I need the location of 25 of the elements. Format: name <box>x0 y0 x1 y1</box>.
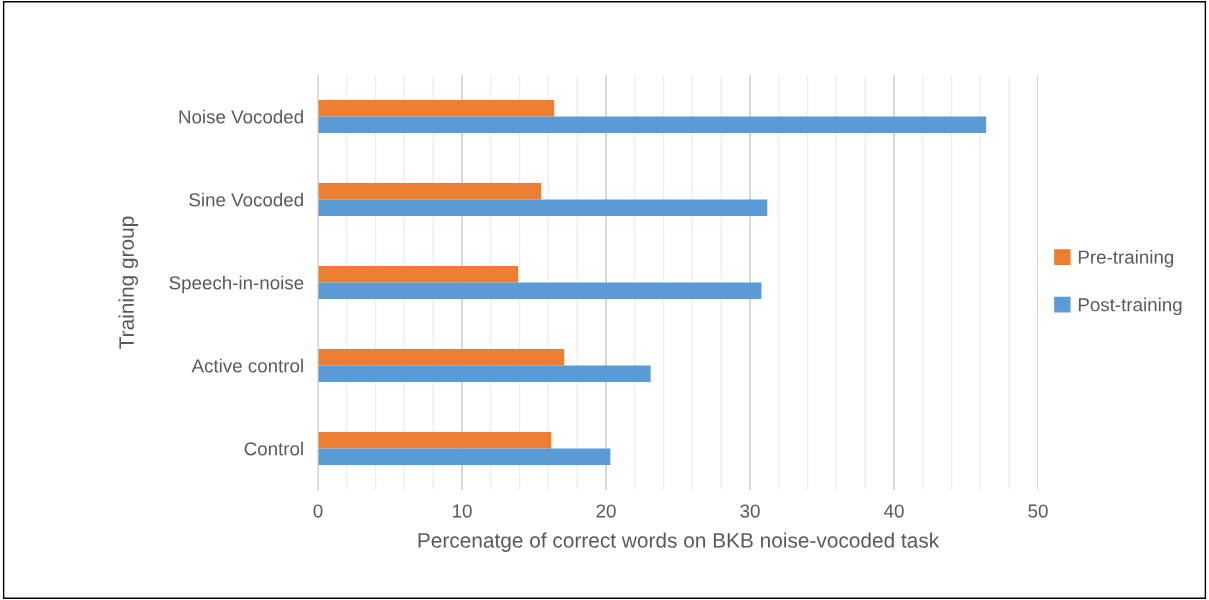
bar <box>318 116 987 134</box>
legend-label: Pre-training <box>1078 250 1174 268</box>
y-tick-label: Noise Vocoded <box>179 109 303 124</box>
bar <box>318 199 768 217</box>
x-tick-label: 0 <box>313 504 323 518</box>
x-tick-label: 40 <box>884 504 904 518</box>
y-tick-label: Speech-in-noise <box>169 275 304 294</box>
y-tick-label: Sine Vocoded <box>189 192 303 207</box>
bar <box>318 99 555 117</box>
bar <box>318 265 519 283</box>
x-tick-label: 50 <box>1028 504 1048 518</box>
legend-label: Post-training <box>1078 297 1182 316</box>
bar <box>318 365 651 383</box>
bar <box>318 182 542 200</box>
bar <box>318 448 611 466</box>
x-tick-label: 30 <box>740 504 760 518</box>
x-axis-title: Percenatge of correct words on BKB noise-vocoded task <box>418 532 940 552</box>
bar <box>318 282 762 300</box>
bar <box>318 431 552 449</box>
x-tick-label: 20 <box>596 504 616 518</box>
y-axis-title: Training group <box>118 216 139 349</box>
bar <box>318 348 565 366</box>
y-tick-label: Control <box>244 441 303 456</box>
y-tick-label: Active control <box>191 358 303 373</box>
x-tick-label: 10 <box>453 504 472 518</box>
